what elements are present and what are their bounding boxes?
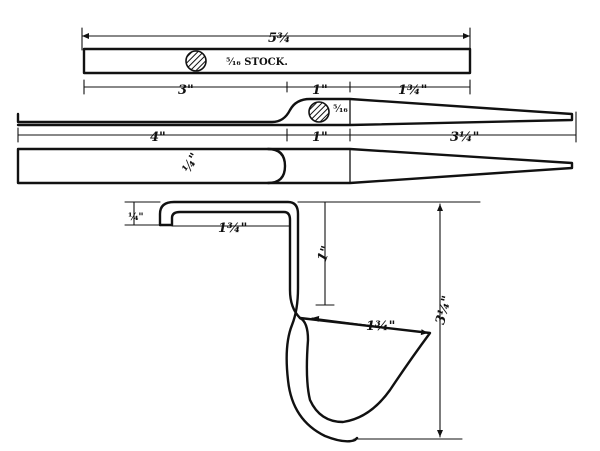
segment-b-label: 1" <box>312 83 328 98</box>
segment-a-label: 3" <box>178 83 194 98</box>
stock-bar <box>82 47 472 75</box>
drawn-bar-outline <box>16 97 574 127</box>
blade-label: 1¾" <box>366 319 395 334</box>
stock-bar-view: 5¾ ⁵⁄₁₆ STOCK. 3" 1" 1¾" <box>81 27 472 98</box>
segment-e-label: 1" <box>312 130 328 145</box>
hook-height-label: ¼" <box>128 212 144 223</box>
drop-label: 1" <box>315 244 335 264</box>
thickness-label: ¼" <box>180 151 203 176</box>
flat-end-outline <box>16 147 287 185</box>
hook-outer-outline <box>158 200 359 443</box>
stock-size-label: ⁵⁄₁₆ STOCK. <box>226 57 288 68</box>
stock-length-label: 5¾ <box>268 31 291 46</box>
drawn-bar-top-view: ¼" <box>16 147 574 185</box>
segment-c-label: 1¾" <box>398 83 427 98</box>
blade-length-dimension <box>311 315 429 336</box>
bar-section-circle <box>308 101 330 123</box>
stock-section-circle <box>185 50 207 72</box>
segment-d-label: 4" <box>150 130 166 145</box>
section-size-label: ⁵⁄₁₆ <box>333 104 348 115</box>
hook-inner-outline <box>158 210 302 320</box>
segment-f-label: 3¼" <box>450 130 479 145</box>
hook-top-label: 1¾" <box>218 221 247 236</box>
bent-hook-view: ¼" 1¾" 1" 1¾" 3¼" <box>124 200 481 443</box>
tapered-end-outline <box>266 147 574 185</box>
drawn-bar-side-view: ⁵⁄₁₆ 4" 1" 3¼" <box>16 97 577 145</box>
overall-height-label: 3¼" <box>433 294 455 326</box>
blade-outline <box>298 316 432 424</box>
